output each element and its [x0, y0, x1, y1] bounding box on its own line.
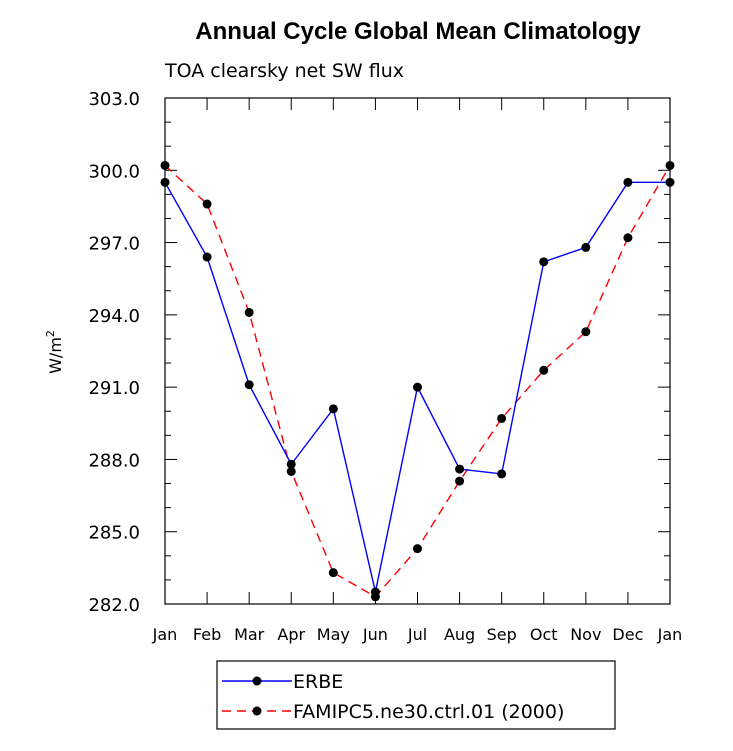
legend-marker: [252, 676, 262, 686]
data-point: [581, 327, 591, 337]
x-tick-label: Jul: [407, 625, 427, 644]
x-tick-label: May: [317, 625, 350, 644]
legend-label: ERBE: [293, 671, 343, 693]
y-tick-label: 285.0: [88, 523, 140, 544]
legend-box: [216, 660, 616, 730]
x-tick-label: Oct: [530, 625, 558, 644]
data-point: [286, 459, 296, 469]
data-point: [539, 257, 549, 267]
y-tick-label: 288.0: [88, 450, 140, 471]
chart-title: Annual Cycle Global Mean Climatology: [195, 18, 641, 45]
series-line: [164, 164, 671, 598]
x-tick-label: Jan: [657, 625, 683, 644]
data-point: [497, 469, 507, 479]
y-tick-label: 300.0: [88, 161, 140, 182]
data-point: [160, 160, 170, 170]
x-tick-label: Aug: [444, 625, 475, 644]
series-layer: [160, 160, 675, 602]
data-point: [202, 252, 212, 262]
data-point: [244, 380, 254, 390]
data-point: [328, 404, 338, 414]
data-point: [665, 177, 675, 187]
data-point: [623, 233, 633, 243]
y-tick-label: 297.0: [88, 234, 140, 255]
x-tick-label: Jun: [362, 625, 388, 644]
x-tick-label: Mar: [234, 625, 265, 644]
data-point: [623, 177, 633, 187]
y-tick-label: 282.0: [88, 595, 140, 616]
y-axis-label: W/m2: [44, 330, 65, 374]
y-tick-label: 291.0: [88, 378, 140, 399]
x-tick-label: Sep: [487, 625, 517, 644]
data-point: [244, 307, 254, 317]
legend-label: FAMIPC5.ne30.ctrl.01 (2000): [293, 701, 564, 723]
data-point: [202, 199, 212, 209]
data-point: [328, 568, 338, 578]
data-point: [539, 365, 549, 375]
data-point: [413, 382, 422, 392]
data-point: [413, 544, 422, 554]
plot-axes: 282.0 285.0 288.0 291.0 294.0 297.0 300.0 303.0…: [88, 89, 682, 644]
data-point: [286, 466, 296, 476]
legend-marker: [252, 706, 262, 716]
plot-frame: [164, 97, 671, 605]
data-point: [665, 160, 675, 170]
chart-subtitle: TOA clearsky net SW flux: [164, 60, 404, 82]
x-tick-label: Nov: [570, 625, 601, 644]
data-point: [455, 476, 465, 486]
y-axis-label-superscript: 2: [44, 330, 57, 337]
y-tick-label: 294.0: [88, 306, 140, 327]
x-tick-label: Apr: [277, 625, 305, 644]
data-point: [370, 592, 380, 602]
y-axis-label-text: W/m: [46, 337, 65, 374]
x-tick-label: Feb: [193, 625, 221, 644]
data-point: [160, 177, 170, 187]
x-tick-label: Dec: [612, 625, 643, 644]
data-point: [581, 242, 591, 252]
legend: ERBE FAMIPC5.ne30.ctrl.01 (2000): [222, 671, 564, 723]
data-point: [455, 464, 465, 474]
x-tick-label: Jan: [152, 625, 178, 644]
y-tick-label: 303.0: [88, 89, 140, 110]
data-point: [497, 413, 507, 423]
